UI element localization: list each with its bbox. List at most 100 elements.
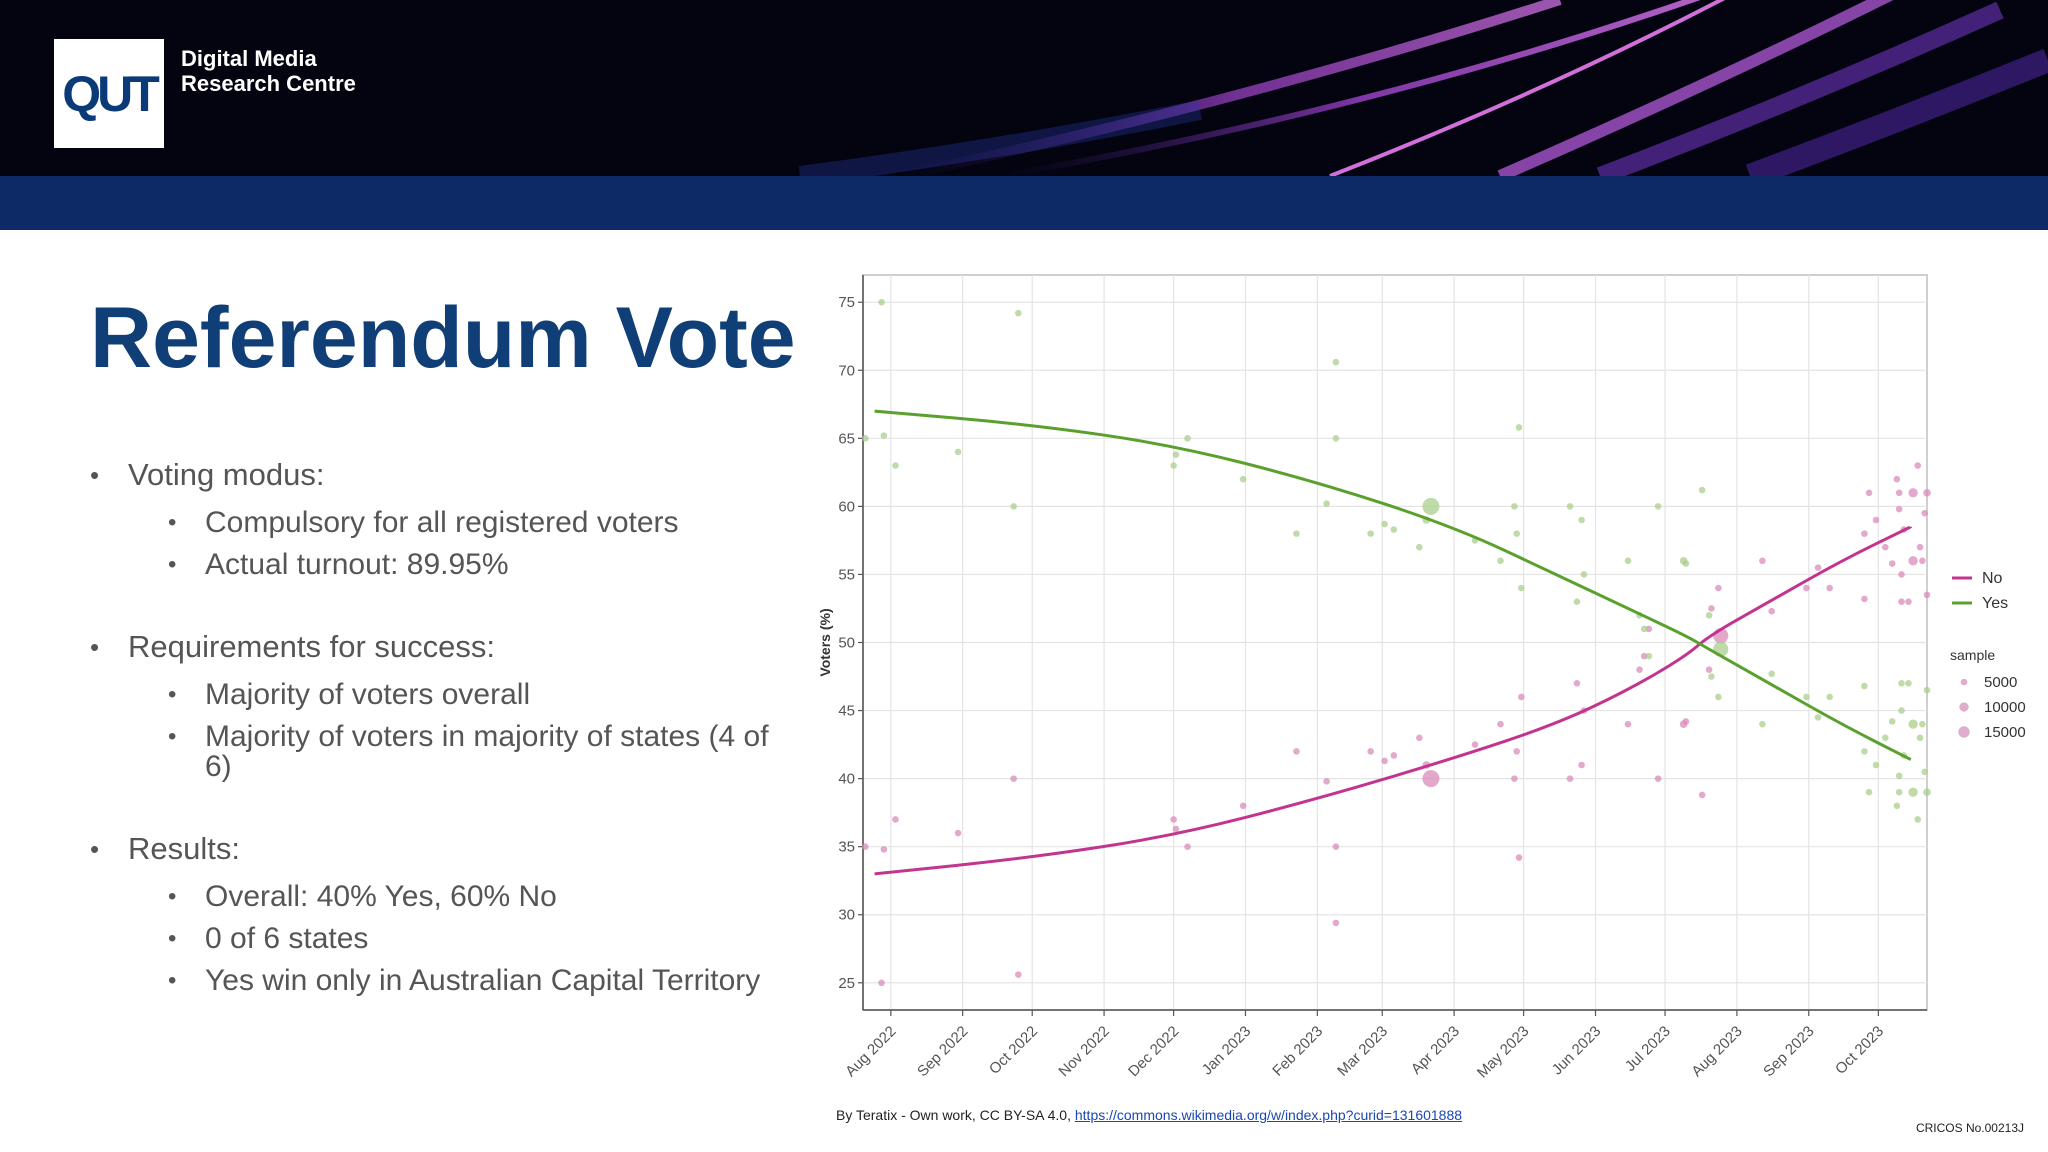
data-point-yes [954,448,962,456]
data-point-yes [1893,802,1901,810]
data-point-no [1010,775,1017,782]
data-point-no [1888,560,1896,567]
data-point-yes [880,432,888,439]
data-point-yes [1332,358,1340,366]
data-point-yes [1768,670,1775,678]
size-legend-title: sample [1950,647,1995,663]
data-point-yes [1381,520,1388,528]
data-point-no [1893,475,1901,483]
data-point-no [1921,509,1928,517]
data-point-no [1865,489,1873,497]
y-tick-label: 75 [838,294,855,311]
data-point-yes [1705,611,1713,619]
data-point-yes [1515,424,1523,431]
banner-light-streaks [798,0,2048,176]
data-point-yes [1905,680,1912,687]
data-point-no [1814,564,1822,571]
data-point-yes [1170,462,1177,469]
data-point-no [1566,775,1574,782]
y-tick-label: 30 [838,907,855,924]
data-point-yes [1416,543,1423,551]
x-tick-label: Feb 2023 [1269,1023,1326,1080]
x-tick-label: Jan 2023 [1199,1023,1255,1079]
bullet-text: Voting modus: [128,457,325,492]
data-point-yes [1511,503,1518,510]
data-point-no [1895,505,1903,513]
x-tick-label: Mar 2023 [1334,1023,1391,1080]
banner-strip [0,176,2048,230]
data-point-yes [1566,503,1574,510]
slide-title: Referendum Vote [90,290,796,386]
data-point-yes [1881,734,1889,742]
data-point-yes [1573,598,1581,605]
qut-logo: QUT [54,39,164,148]
bullet-list: Voting modus: Compulsory for all registe… [90,454,790,1042]
data-point-yes [1513,530,1520,537]
data-point-no [1323,778,1330,785]
data-point-no [1905,598,1912,605]
data-point-yes [1872,761,1880,769]
data-point-no [1416,734,1423,742]
data-point-no [1923,488,1931,497]
data-point-no [1861,530,1868,537]
data-point-no [878,979,885,987]
y-tick-label: 35 [838,839,855,856]
size-legend-dot [1959,702,1969,712]
header-banner: QUT Digital Media Research Centre [0,0,2048,176]
data-point-no [954,829,962,837]
data-point-no [1872,516,1880,524]
bullet-text: Results: [128,831,240,866]
data-point-yes [1640,625,1648,633]
legend-label-no: No [1982,570,2003,587]
data-point-no [1293,748,1300,755]
attribution-text: By Teratix - Own work, CC BY-SA 4.0, [836,1107,1071,1123]
data-point-no [1636,666,1643,674]
bullet-text: Requirements for success: [128,629,495,664]
data-point-no [1172,825,1180,833]
bullet-voting-modus: Voting modus: Compulsory for all registe… [90,454,790,580]
x-tick-label: May 2023 [1474,1023,1533,1082]
data-point-yes [1814,714,1822,721]
sub-bullet: Overall: 40% Yes, 60% No [128,882,790,913]
data-point-yes [1624,557,1632,565]
data-point-no [1645,625,1653,633]
bullet-results: Results: Overall: 40% Yes, 60% No 0 of 6… [90,828,790,996]
y-tick-label: 65 [838,430,855,447]
sub-bullet: Actual turnout: 89.95% [128,550,790,581]
sub-list: Compulsory for all registered voters Act… [128,508,790,581]
data-point-no [1908,488,1918,498]
data-point-no [1698,791,1706,799]
data-point-yes [1015,309,1022,317]
data-point-no [1513,748,1520,755]
data-point-yes [1239,475,1247,483]
x-tick-label: Oct 2022 [986,1023,1041,1078]
org-name: Digital Media Research Centre [181,46,356,96]
sub-bullet: Compulsory for all registered voters [128,508,790,539]
data-point-yes [1010,503,1017,510]
data-point-no [1715,584,1722,592]
data-point-no [1682,718,1690,725]
size-legend-dot [1958,726,1970,738]
data-point-no [1898,571,1905,578]
data-point-yes [1919,720,1926,728]
data-point-no [1898,598,1905,605]
data-point-no [1826,584,1833,592]
trend-line-yes [874,409,1912,761]
data-point-yes [1332,435,1340,442]
trend-line-no [874,525,1912,876]
data-point-yes [1654,503,1662,510]
data-point-yes [1895,788,1903,796]
data-point-yes [1578,516,1585,524]
attribution-link[interactable]: https://commons.wikimedia.org/w/index.ph… [1074,1107,1463,1123]
data-point-yes [1759,720,1766,728]
y-tick-label: 40 [838,771,855,788]
data-point-yes [892,462,899,469]
y-tick-label: 50 [838,635,855,652]
data-point-yes [1645,652,1653,660]
data-point-yes [1518,584,1525,592]
data-point-no [1759,557,1766,565]
data-point-no [892,816,899,823]
sub-list: Majority of voters overall Majority of v… [128,680,790,782]
data-point-yes [1914,816,1922,823]
sub-bullet: 0 of 6 states [128,924,790,955]
